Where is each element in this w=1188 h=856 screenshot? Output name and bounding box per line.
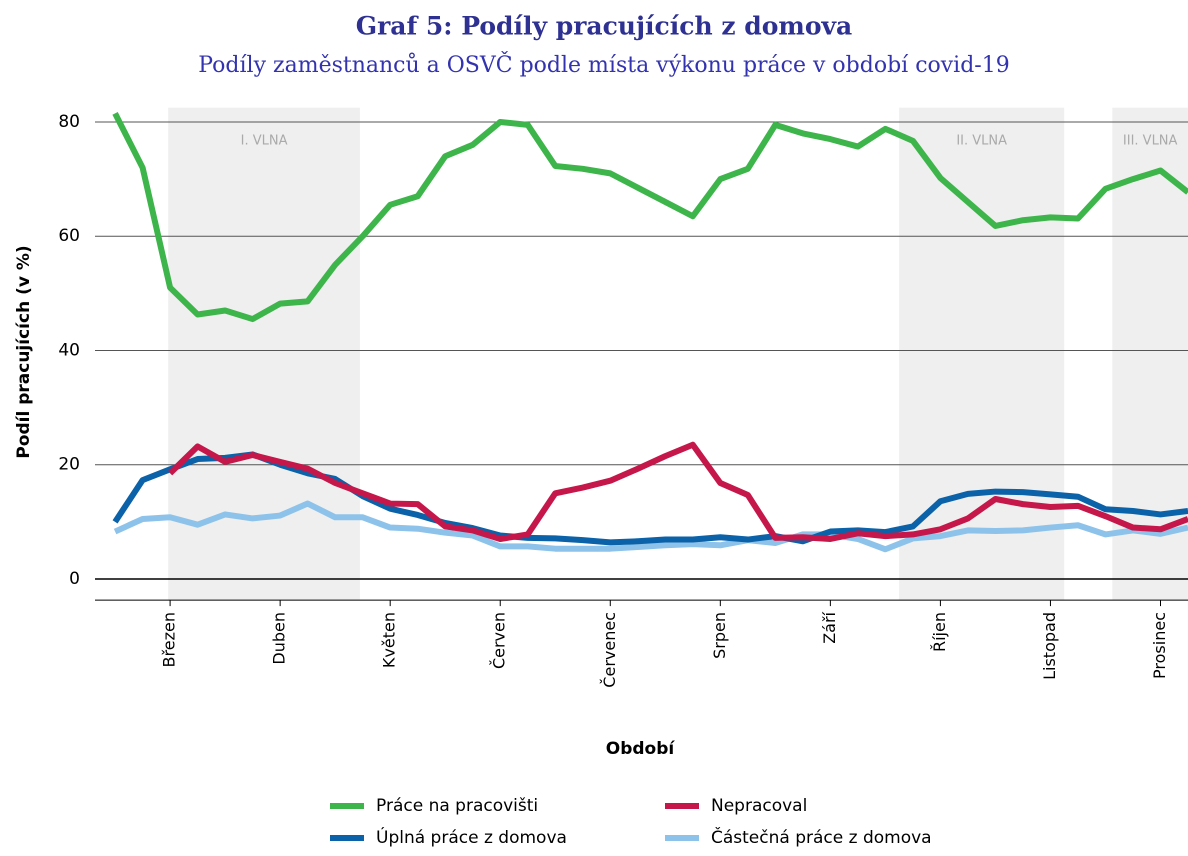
x-tick-label: Červenec	[600, 612, 619, 688]
x-axis-label: Období	[606, 739, 676, 759]
x-tick-label: Prosinec	[1150, 612, 1169, 679]
legend-label: Práce na pracovišti	[376, 796, 538, 816]
x-tick-label: Říjen	[930, 612, 949, 652]
wave-band	[1112, 107, 1188, 601]
y-axis-label: Podíl pracujících (v %)	[14, 245, 34, 458]
y-tick-label: 40	[58, 340, 80, 360]
wave-label: I. VLNA	[241, 134, 288, 149]
wave-band	[899, 107, 1065, 601]
wave-label: II. VLNA	[956, 134, 1007, 149]
x-tick-label: Listopad	[1040, 612, 1059, 680]
legend-label: Částečná práce z domova	[711, 826, 932, 848]
x-tick-label: Červen	[490, 612, 509, 669]
x-tick-label: Září	[820, 611, 839, 643]
series-line	[113, 500, 1188, 553]
x-tick-label: Duben	[270, 612, 289, 665]
x-tick-label: Květen	[380, 612, 399, 668]
series-line	[168, 441, 1188, 542]
series-line	[112, 451, 1188, 546]
x-tick-label: Srpen	[710, 612, 729, 659]
wave-label: III. VLNA	[1123, 134, 1178, 149]
y-tick-label: 20	[58, 455, 80, 475]
series-line	[112, 112, 1188, 323]
y-tick-label: 80	[58, 112, 80, 132]
chart-title: Graf 5: Podíly pracujících z domova	[356, 12, 853, 41]
y-tick-label: 0	[69, 569, 80, 589]
legend-label: Úplná práce z domova	[376, 826, 567, 848]
x-tick-label: Březen	[160, 612, 179, 667]
chart-subtitle: Podíly zaměstnanců a OSVČ podle místa vý…	[198, 51, 1009, 78]
y-tick-label: 60	[58, 226, 80, 246]
legend-label: Nepracoval	[711, 796, 807, 816]
